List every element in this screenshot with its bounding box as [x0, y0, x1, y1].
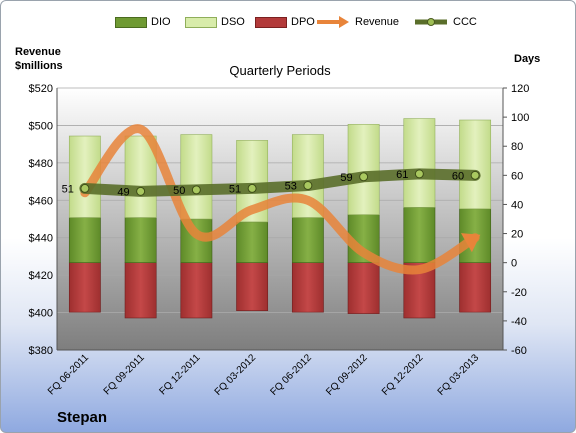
left-axis-title: Revenue $millions [15, 45, 85, 73]
dpo-bar [291, 262, 324, 313]
legend-ccc: CCC [413, 16, 477, 28]
category-label: FQ 03-2012 [213, 352, 259, 398]
legend-dio-label: DIO [151, 16, 171, 28]
ccc-point [414, 169, 424, 179]
legend-dpo: DPO [255, 16, 315, 28]
left-axis-title-line1: Revenue [15, 46, 61, 58]
dio-bar [403, 207, 436, 263]
ccc-data-label: 49 [117, 186, 129, 198]
ccc-data-label: 60 [452, 170, 464, 182]
category-label: FQ 03-2013 [436, 352, 482, 398]
left-tick-label: $440 [29, 233, 53, 245]
dpo-bar [459, 262, 492, 313]
dso-bar [124, 135, 157, 218]
left-tick-label: $380 [29, 345, 53, 357]
legend-dio: DIO [115, 16, 171, 28]
right-tick-label: 20 [511, 229, 523, 241]
left-tick-label: $400 [29, 308, 53, 320]
legend-dio-swatch [115, 16, 147, 28]
left-tick-label: $460 [29, 195, 53, 207]
right-tick-label: -20 [511, 287, 527, 299]
dso-bar [180, 134, 213, 220]
dpo-bar [124, 262, 157, 319]
plot-area [57, 88, 503, 350]
left-axis-title-line2: $millions [15, 60, 63, 72]
right-tick-label: 40 [511, 199, 523, 211]
ccc-data-label: 51 [229, 183, 241, 195]
ccc-point [470, 170, 480, 180]
ccc-line [79, 168, 481, 197]
ccc-data-label: 50 [173, 185, 185, 197]
legend-revenue-arrow-icon [317, 16, 349, 28]
dpo-bar [347, 262, 380, 314]
ccc-data-label: 59 [340, 172, 352, 184]
right-tick-label: 100 [511, 112, 529, 124]
category-label: FQ 06-2011 [46, 352, 91, 397]
ccc-point [247, 183, 257, 193]
dio-bar [236, 221, 269, 263]
dpo-bar [236, 262, 269, 311]
category-label: FQ 06-2012 [268, 352, 314, 398]
legend-ccc-label: CCC [453, 16, 477, 28]
ccc-data-label: 51 [62, 183, 74, 195]
dio-bar [68, 217, 101, 263]
dpo-bar [68, 262, 101, 313]
right-tick-label: 60 [511, 170, 523, 182]
revenue-line [80, 124, 480, 275]
legend-revenue-label: Revenue [355, 16, 400, 28]
right-tick-label: -40 [511, 316, 527, 328]
left-tick-label: $500 [29, 120, 53, 132]
left-tick-label: $420 [29, 270, 53, 282]
ccc-point [191, 185, 201, 195]
legend-dso-label: DSO [221, 16, 245, 28]
company-name: Stepan [57, 409, 108, 426]
ccc-point [136, 186, 146, 196]
dio-bar [124, 217, 157, 263]
ccc-point [303, 181, 313, 191]
revenue-arrowhead [460, 233, 481, 253]
right-axis-title: Days [514, 53, 541, 65]
legend-dpo-label: DPO [291, 16, 315, 28]
right-tick-label: 120 [511, 83, 529, 95]
ccc-data-label: 61 [396, 169, 408, 181]
category-label: FQ 12-2012 [380, 352, 426, 398]
ccc-point [359, 172, 369, 182]
dso-bar [403, 118, 436, 208]
legend-dso: DSO [185, 16, 245, 28]
ccc-point [80, 183, 90, 193]
right-tick-label: 80 [511, 141, 523, 153]
legend-dso-swatch [185, 16, 217, 28]
right-tick-label: -60 [511, 345, 527, 357]
right-tick-label: 0 [511, 258, 517, 270]
dso-bar [459, 119, 492, 210]
category-label: FQ 12-2011 [158, 352, 203, 397]
category-label: FQ 09-2011 [102, 352, 147, 397]
plot-title: Quarterly Periods [229, 63, 331, 78]
left-tick-label: $520 [29, 83, 53, 95]
legend-revenue: Revenue [315, 16, 399, 28]
ccc-data-label: 53 [285, 181, 297, 193]
category-label: FQ 09-2012 [324, 352, 370, 398]
legend-dpo-swatch [255, 16, 287, 28]
dso-bar [347, 124, 380, 215]
dio-bar [291, 217, 324, 263]
left-tick-label: $480 [29, 158, 53, 170]
dpo-bar [180, 262, 213, 319]
legend-ccc-line-icon [415, 18, 447, 26]
